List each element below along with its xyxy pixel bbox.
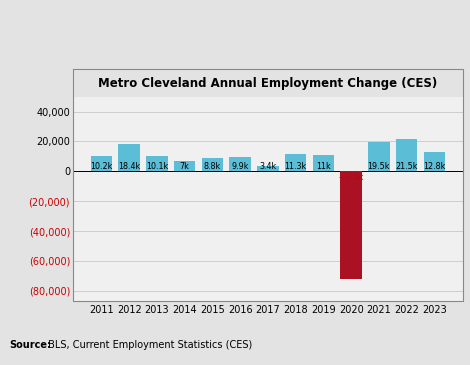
Bar bbox=[396, 139, 417, 171]
Text: 21.5k: 21.5k bbox=[395, 162, 418, 171]
Text: 10.2k: 10.2k bbox=[90, 162, 113, 171]
Bar bbox=[118, 144, 140, 171]
Text: BLS, Current Employment Statistics (CES): BLS, Current Employment Statistics (CES) bbox=[45, 341, 252, 350]
Text: 10.1k: 10.1k bbox=[146, 162, 168, 171]
Bar bbox=[368, 142, 390, 171]
Bar bbox=[257, 166, 279, 171]
Bar bbox=[202, 158, 223, 171]
Text: Source:: Source: bbox=[9, 341, 51, 350]
Text: 8.8k: 8.8k bbox=[204, 162, 221, 171]
Bar bbox=[174, 161, 196, 171]
Text: -72.5k: -72.5k bbox=[338, 173, 364, 181]
Text: 11.3k: 11.3k bbox=[284, 162, 307, 171]
Text: 3.4k: 3.4k bbox=[259, 162, 276, 171]
Text: Metro Cleveland Annual Employment Change (CES): Metro Cleveland Annual Employment Change… bbox=[98, 77, 438, 89]
Bar bbox=[285, 154, 306, 171]
Bar bbox=[229, 157, 251, 171]
Bar bbox=[313, 155, 334, 171]
Bar bbox=[423, 152, 445, 171]
Bar bbox=[91, 156, 112, 171]
Text: 12.8k: 12.8k bbox=[423, 162, 446, 171]
Text: 18.4k: 18.4k bbox=[118, 162, 140, 171]
Bar bbox=[340, 171, 362, 280]
Text: 7k: 7k bbox=[180, 162, 189, 171]
Text: 19.5k: 19.5k bbox=[368, 162, 390, 171]
Bar bbox=[146, 156, 168, 171]
Text: 9.9k: 9.9k bbox=[231, 162, 249, 171]
Text: 11k: 11k bbox=[316, 162, 331, 171]
